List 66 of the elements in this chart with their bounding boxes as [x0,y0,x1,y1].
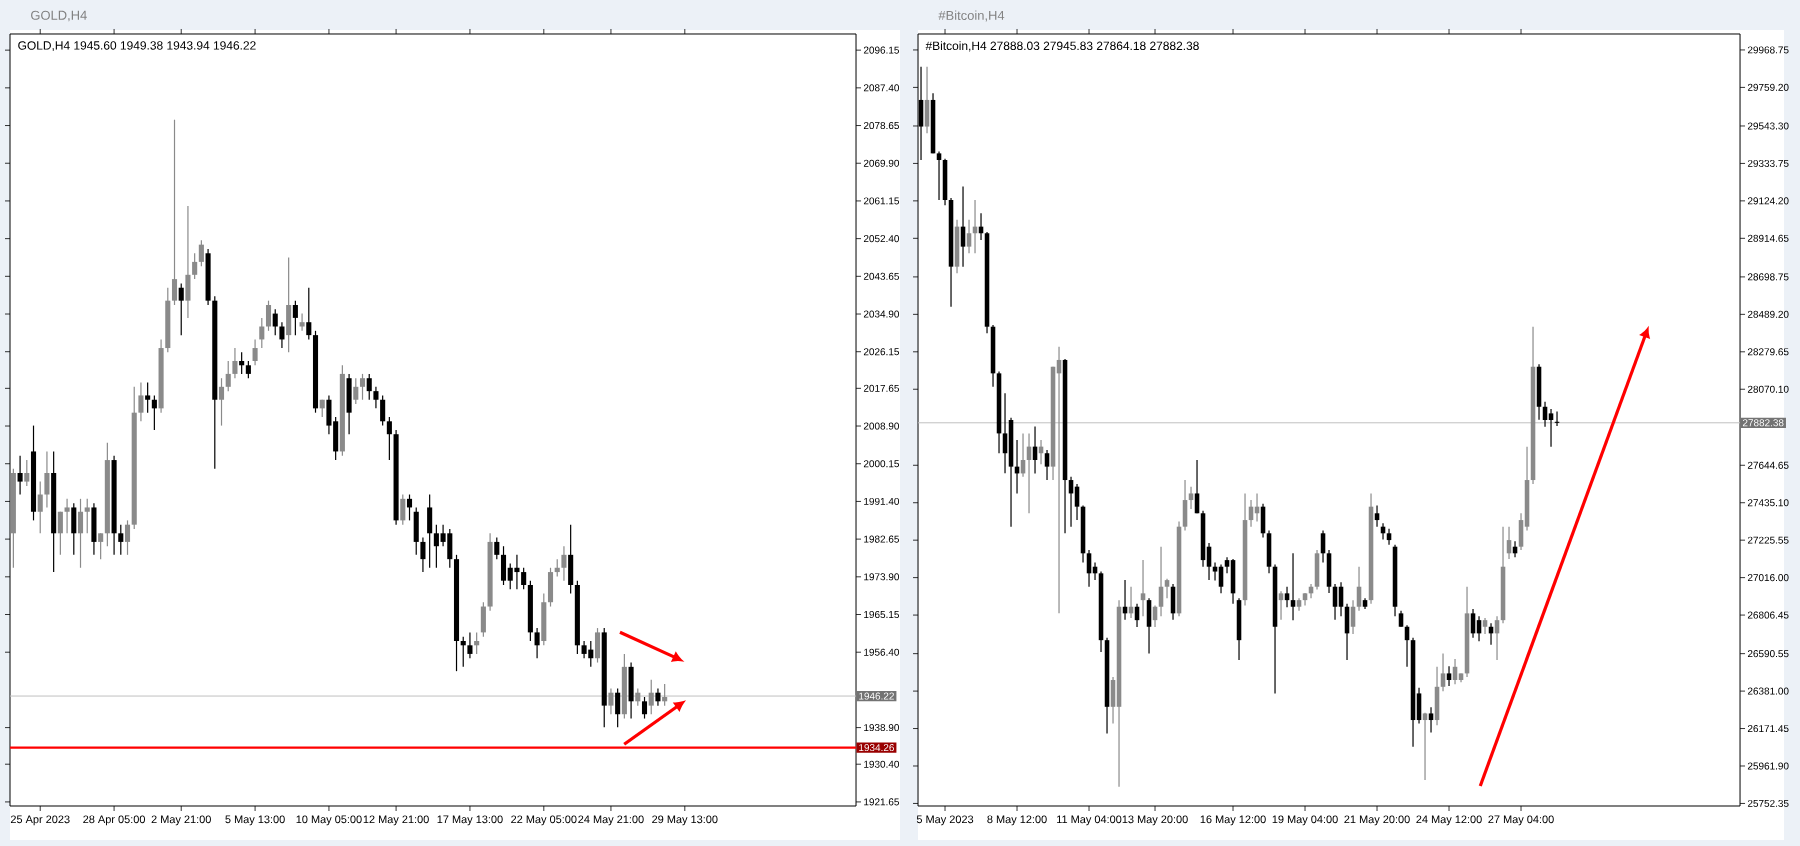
candlestick [406,493,413,521]
candlestick [608,687,614,715]
candlestick [1290,552,1296,621]
candlestick [594,627,601,664]
candlestick [568,524,574,595]
candlestick [1422,712,1428,781]
candlestick [615,687,621,728]
candlestick [561,545,567,582]
candlestick [171,119,178,306]
candlestick [239,351,245,375]
candlestick [1386,528,1392,546]
candlestick [641,696,648,720]
candlestick [427,493,433,569]
candlestick [84,498,90,534]
candlestick [1140,559,1146,617]
candlestick [400,493,406,526]
candlestick [198,239,204,267]
candlestick [292,300,298,336]
candlestick [541,593,547,646]
candlestick [1428,706,1434,733]
candlestick [494,537,500,560]
candlestick [185,205,191,319]
candlestick [252,338,258,366]
candlestick [474,631,480,655]
candlestick [24,459,30,487]
candlestick [514,554,520,590]
candlestick [286,256,292,353]
candlestick [17,455,23,496]
candlestick [71,502,77,556]
candlestick [662,683,668,707]
candlestick [145,381,151,414]
candlestick [621,653,627,720]
candlestick [124,519,131,556]
candlestick [500,545,507,586]
candlestick [380,394,386,427]
candlestick [547,567,554,608]
candlestick [1548,408,1554,448]
candlestick [151,394,157,431]
candlestick [77,498,84,569]
candlestick [433,524,439,569]
candlestick [359,373,366,401]
candlestick [1044,449,1050,481]
candlestick [588,640,594,668]
candlestick [366,373,372,401]
candlestick [346,373,352,435]
candlestick [460,636,466,668]
candlestick [98,532,104,560]
candlestick [353,377,359,405]
candlestick [1374,504,1380,528]
candlestick [467,631,473,659]
candlestick [265,300,272,332]
candlestick [1446,665,1452,687]
candlestick [1278,590,1284,621]
candlestick [178,282,184,336]
candlestick [259,317,265,349]
candlestick [218,377,225,427]
candlestick [507,562,513,590]
candlestick [1482,617,1488,635]
candlestick [91,502,97,556]
candlestick [655,687,661,707]
candlestick [648,679,654,715]
candlestick [447,528,453,569]
candlestick [64,498,70,534]
candlestick [628,661,634,720]
candlestick [299,312,305,332]
candlestick [306,287,312,341]
